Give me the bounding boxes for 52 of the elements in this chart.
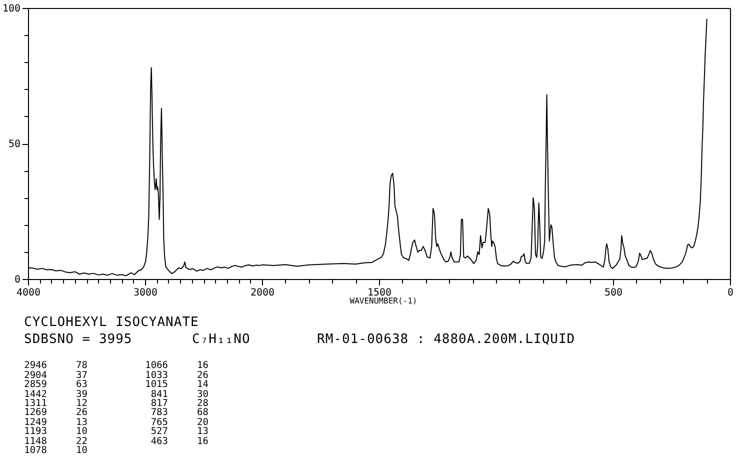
text: 37 bbox=[76, 370, 88, 381]
text: 13 bbox=[197, 426, 208, 438]
text: 68 bbox=[197, 407, 208, 418]
text: 463 bbox=[150, 436, 168, 446]
x-tick-label: 500 bbox=[604, 288, 623, 298]
x-tick-label: 4000 bbox=[16, 288, 41, 298]
x-tick-label: 1500 bbox=[367, 288, 392, 298]
text: 1442 bbox=[24, 388, 47, 400]
text: 26 bbox=[76, 407, 88, 418]
x-tick-label: 3000 bbox=[133, 288, 158, 298]
x-tick-label: 0 bbox=[727, 288, 734, 298]
text: 14 bbox=[197, 379, 208, 390]
text: 1148 bbox=[24, 436, 47, 446]
text: 1078 bbox=[24, 444, 47, 456]
y-tick-label: 50 bbox=[8, 139, 20, 150]
text: 16 bbox=[197, 360, 208, 372]
text: 10 bbox=[76, 426, 88, 438]
text: 765 bbox=[150, 416, 168, 428]
text: 28 bbox=[197, 398, 208, 409]
text: 2904 bbox=[24, 370, 47, 381]
text: 817 bbox=[150, 398, 168, 409]
text: 22 bbox=[76, 436, 88, 446]
x-axis-title: WAVENUMBER(-1) bbox=[350, 296, 418, 306]
text: SDBSNO = 3995 bbox=[24, 332, 132, 348]
text: 12 bbox=[76, 398, 88, 409]
text: 1269 bbox=[24, 407, 47, 418]
text: 1249 bbox=[24, 416, 47, 428]
text: 1193 bbox=[24, 426, 47, 438]
text: 841 bbox=[150, 388, 168, 400]
y-tick-label: 0 bbox=[14, 274, 20, 286]
text: 2946 bbox=[24, 360, 47, 372]
text: 527 bbox=[150, 426, 168, 438]
x-tick-label: 2000 bbox=[250, 288, 275, 298]
text: 26 bbox=[197, 370, 208, 381]
text: 78 bbox=[76, 360, 88, 372]
text: C₇H₁₁NO bbox=[192, 332, 250, 348]
text: 783 bbox=[150, 407, 168, 418]
y-tick-label: 100 bbox=[2, 4, 20, 14]
text: 30 bbox=[197, 388, 208, 400]
text: 16 bbox=[197, 436, 208, 446]
text: 1066 bbox=[145, 360, 168, 372]
text: 1033 bbox=[145, 370, 168, 381]
text: CYCLOHEXYL ISOCYANATE bbox=[24, 315, 199, 331]
text: 39 bbox=[76, 388, 88, 400]
text: RM-01-00638 : 4880A.200M.LIQUID bbox=[317, 332, 576, 348]
text: 63 bbox=[76, 379, 88, 390]
text: 10 bbox=[76, 444, 88, 456]
text: 1015 bbox=[145, 379, 168, 390]
text: 2859 bbox=[24, 379, 47, 390]
text: 1311 bbox=[24, 398, 47, 409]
text: 13 bbox=[76, 416, 88, 428]
text: 20 bbox=[197, 416, 208, 428]
